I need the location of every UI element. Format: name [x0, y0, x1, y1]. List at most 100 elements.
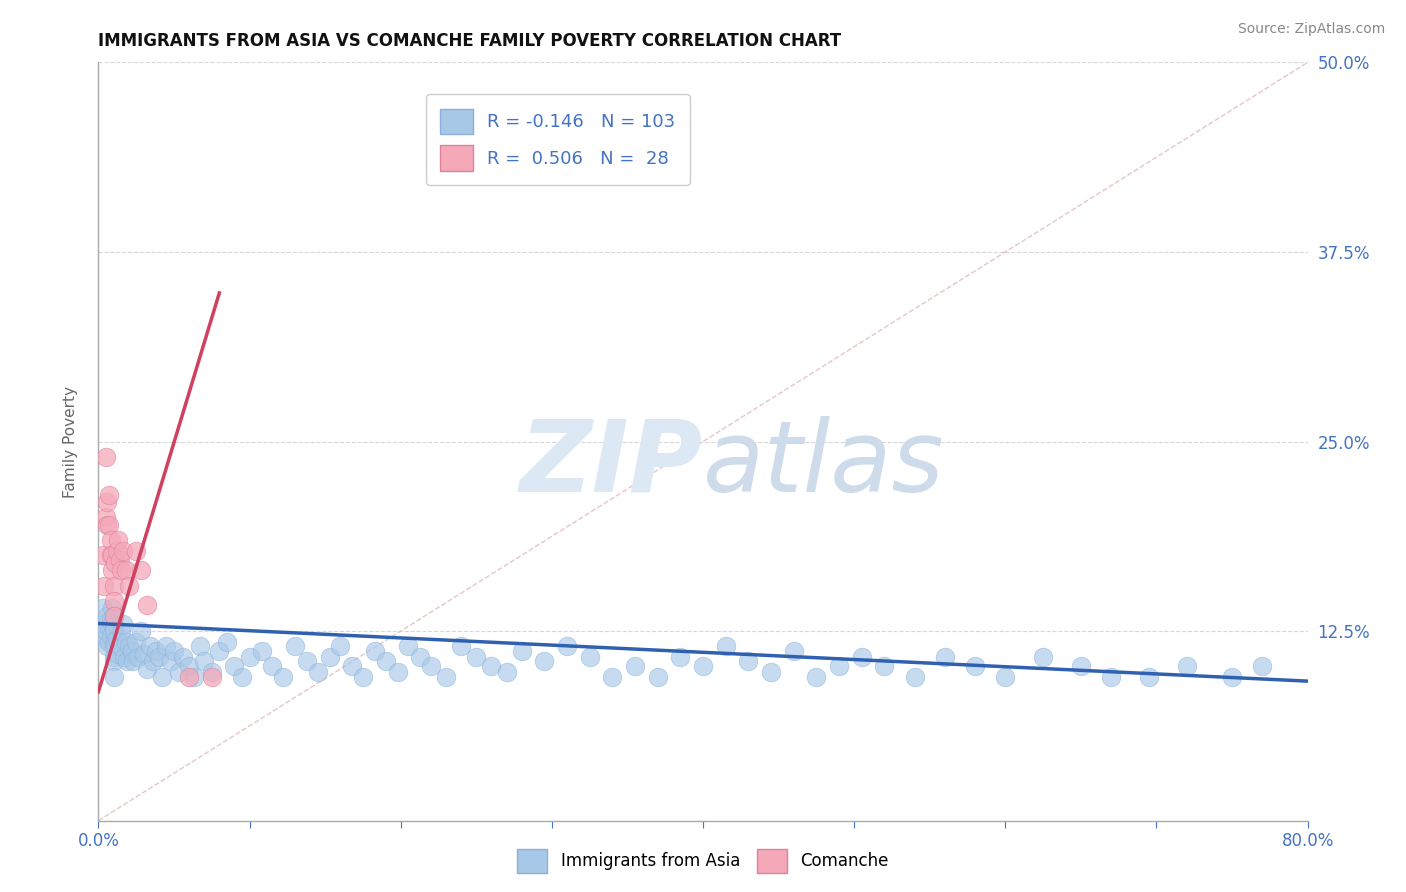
Text: IMMIGRANTS FROM ASIA VS COMANCHE FAMILY POVERTY CORRELATION CHART: IMMIGRANTS FROM ASIA VS COMANCHE FAMILY … [98, 32, 842, 50]
Point [91, 601, 114, 615]
Point [103, 669, 125, 683]
Point [112, 649, 135, 664]
Point [1099, 669, 1122, 683]
Point [100, 629, 122, 643]
Point [1137, 669, 1160, 683]
Point [98, 487, 121, 501]
Point [96, 608, 118, 623]
Point [121, 644, 143, 658]
Point [107, 647, 129, 661]
Point [98, 634, 121, 648]
Point [329, 639, 352, 653]
Point [160, 655, 183, 669]
Point [188, 639, 211, 653]
Point [250, 644, 273, 658]
Point [103, 608, 125, 623]
Point [533, 655, 555, 669]
Point [142, 655, 165, 669]
Point [111, 616, 134, 631]
Text: atlas: atlas [703, 416, 945, 513]
Point [510, 644, 533, 658]
Point [155, 639, 177, 653]
Point [108, 639, 131, 653]
Point [396, 639, 419, 653]
Point [107, 533, 129, 548]
Point [201, 669, 224, 683]
Point [94, 510, 117, 524]
Point [101, 564, 124, 578]
Legend: Immigrants from Asia, Comanche: Immigrants from Asia, Comanche [510, 842, 896, 880]
Point [420, 659, 443, 673]
Point [342, 659, 364, 673]
Point [352, 669, 374, 683]
Point [114, 564, 136, 578]
Point [262, 659, 284, 673]
Point [759, 665, 782, 679]
Point [271, 669, 294, 683]
Point [163, 644, 186, 658]
Point [96, 639, 118, 653]
Point [103, 649, 125, 664]
Text: Source: ZipAtlas.com: Source: ZipAtlas.com [1237, 22, 1385, 37]
Point [1070, 659, 1092, 673]
Point [125, 543, 148, 558]
Point [179, 669, 201, 683]
Point [150, 669, 173, 683]
Point [1251, 659, 1274, 673]
Point [93, 616, 115, 631]
Point [122, 655, 145, 669]
Point [215, 634, 238, 648]
Point [93, 579, 115, 593]
Point [148, 649, 170, 664]
Point [434, 669, 457, 683]
Point [129, 564, 152, 578]
Point [647, 669, 669, 683]
Point [108, 553, 131, 567]
Point [101, 601, 124, 615]
Point [98, 619, 121, 633]
Point [105, 543, 128, 558]
Point [578, 649, 600, 664]
Point [465, 649, 488, 664]
Point [934, 649, 956, 664]
Point [103, 579, 125, 593]
Point [94, 624, 117, 639]
Point [450, 639, 472, 653]
Point [135, 662, 157, 676]
Point [145, 644, 167, 658]
Point [318, 649, 340, 664]
Point [103, 655, 125, 669]
Point [183, 669, 205, 683]
Point [1032, 649, 1054, 664]
Point [295, 655, 318, 669]
Point [127, 649, 149, 664]
Point [103, 619, 125, 633]
Point [110, 564, 132, 578]
Point [104, 556, 127, 570]
Point [828, 659, 851, 673]
Point [806, 669, 828, 683]
Point [201, 665, 224, 679]
Point [873, 659, 896, 673]
Point [179, 659, 201, 673]
Point [714, 639, 737, 653]
Point [307, 665, 329, 679]
Point [669, 649, 692, 664]
Point [100, 614, 122, 628]
Text: ZIP: ZIP [520, 416, 703, 513]
Point [737, 655, 759, 669]
Y-axis label: Family Poverty: Family Poverty [63, 385, 77, 498]
Point [904, 669, 927, 683]
Point [374, 655, 396, 669]
Point [193, 655, 215, 669]
Point [94, 450, 117, 464]
Point [105, 632, 128, 646]
Point [129, 624, 152, 639]
Point [364, 644, 387, 658]
Point [495, 665, 517, 679]
Point [1175, 659, 1198, 673]
Point [135, 599, 157, 613]
Point [103, 634, 125, 648]
Point [118, 639, 141, 653]
Point [114, 634, 136, 648]
